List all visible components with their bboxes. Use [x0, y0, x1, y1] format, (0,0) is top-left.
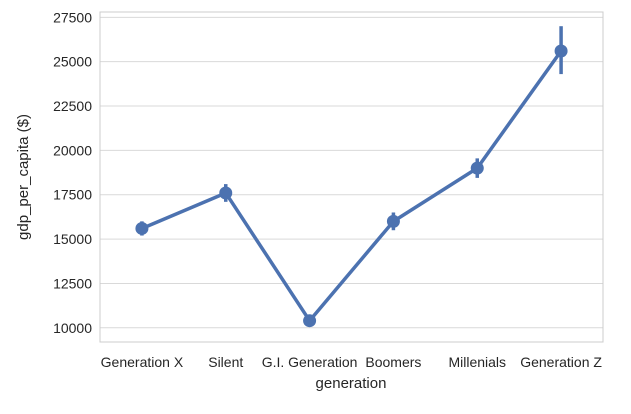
x-tick-label: Generation X — [101, 354, 184, 370]
x-tick-label: G.I. Generation — [262, 354, 358, 370]
data-point — [386, 214, 400, 228]
y-tick-label: 15000 — [53, 231, 92, 247]
x-tick-labels: Generation X Silent G.I. Generation Boomers… — [101, 354, 603, 370]
series-layer — [135, 26, 568, 328]
y-tick-label: 12500 — [53, 275, 92, 291]
x-tick-label: Boomers — [365, 354, 421, 370]
data-point — [554, 44, 568, 58]
y-tick-label: 17500 — [53, 187, 92, 203]
data-point — [303, 314, 317, 328]
y-tick-label: 22500 — [53, 98, 92, 114]
y-tick-label: 20000 — [53, 142, 92, 158]
series-line — [140, 49, 563, 323]
data-point — [470, 161, 484, 175]
y-tick-label: 27500 — [53, 9, 92, 25]
data-point — [219, 186, 233, 200]
y-axis-label: gdp_per_capita ($) — [15, 114, 32, 240]
x-tick-label: Silent — [208, 354, 243, 370]
plot-frame — [99, 11, 604, 343]
y-tick-label: 25000 — [53, 54, 92, 70]
y-tick-labels: 10000 12500 15000 17500 20000 22500 25000 27500 — [53, 9, 92, 335]
x-tick-label: Generation Z — [520, 354, 602, 370]
y-tick-label: 10000 — [53, 320, 92, 336]
x-axis-label: generation — [316, 375, 387, 392]
data-point — [135, 221, 149, 235]
grid-layer — [100, 16, 603, 329]
x-tick-label: Millenials — [448, 354, 506, 370]
